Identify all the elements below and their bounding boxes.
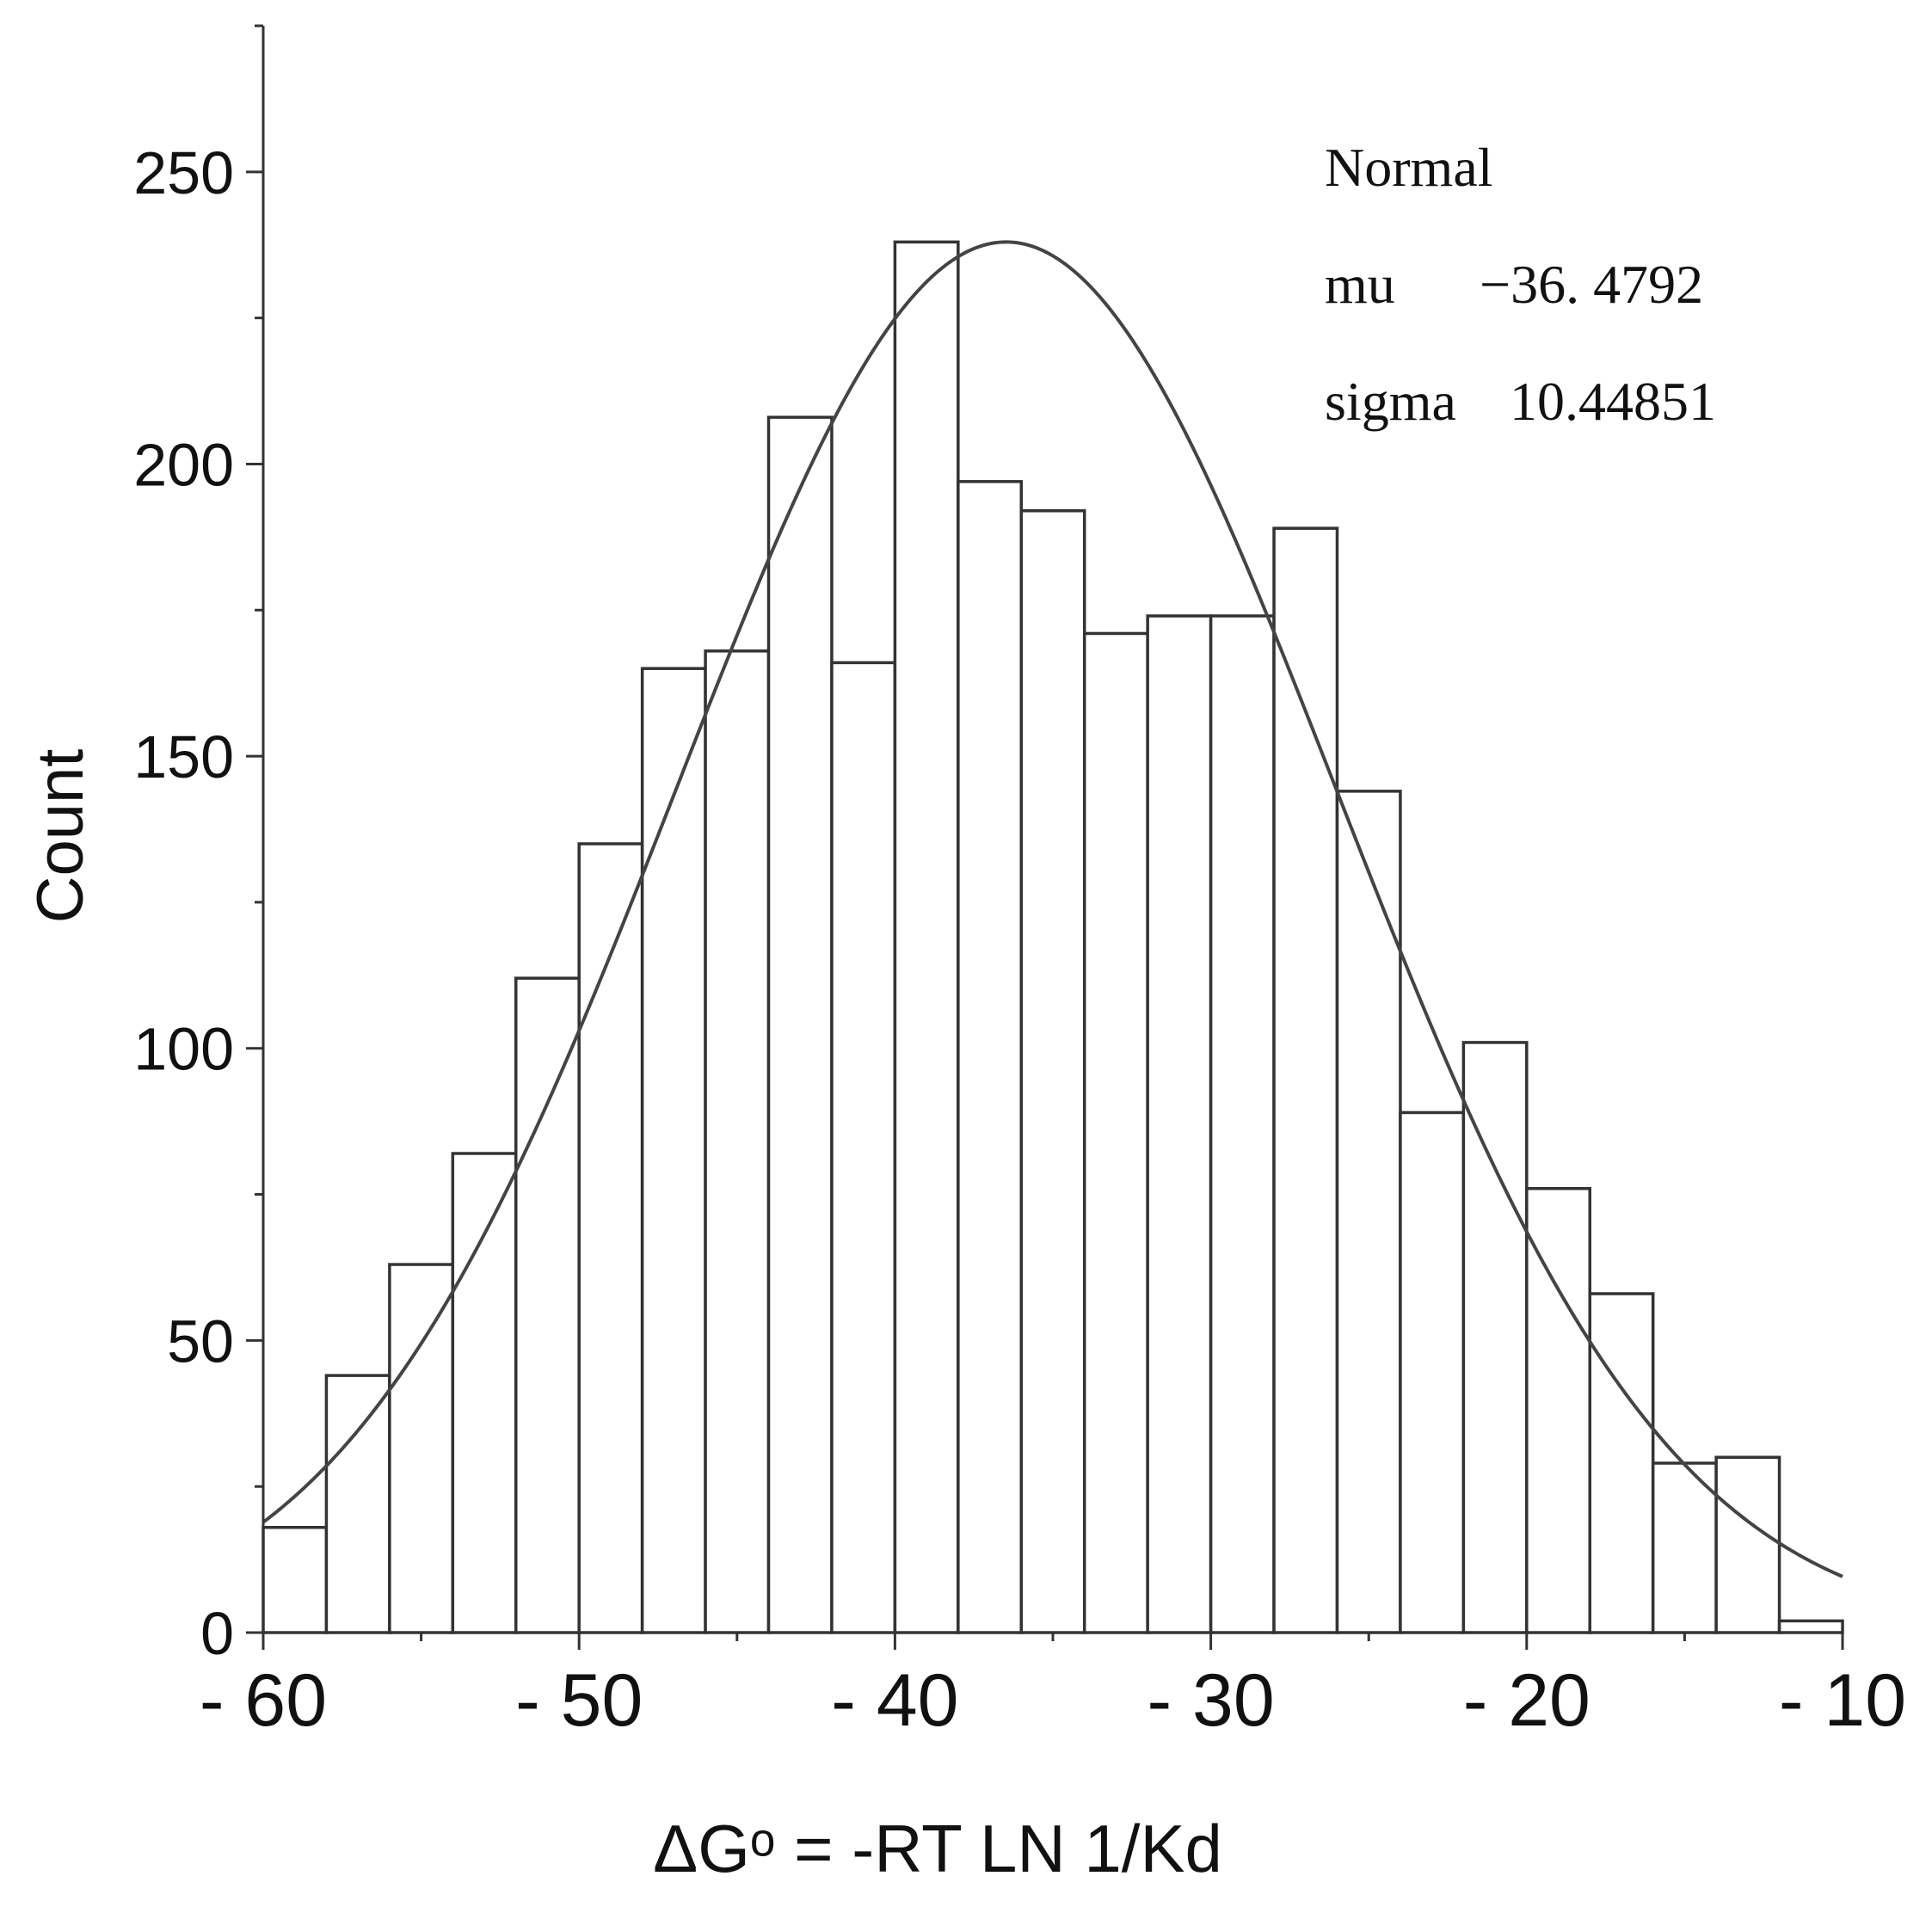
histogram-bar-14 [1146, 614, 1213, 1634]
x-tick-label: - 10 [1779, 1659, 1906, 1742]
histogram-bar-5 [577, 842, 644, 1634]
y-tick-label: 250 [133, 139, 234, 206]
histogram-bar-12 [1019, 509, 1086, 1634]
x-axis-title: ΔGᵒ = -RT LN 1/Kd [653, 1811, 1222, 1886]
axis-tick-labels: 0 50 100 150 200 250 - 60 - 50 - 40 - 30 - 20 - 10 [133, 139, 1906, 1742]
axis-ticks [246, 24, 1844, 1650]
histogram-bar-10 [893, 240, 960, 1634]
y-tick-label: 200 [133, 431, 234, 498]
y-tick-label: 150 [133, 723, 234, 790]
y-axis-title: Count [24, 749, 97, 924]
histogram-bar-24 [1777, 1619, 1844, 1634]
histogram-bar-17 [1335, 790, 1402, 1634]
annotation-sigma-label: sigma [1325, 371, 1456, 432]
histogram-bar-3 [451, 1152, 518, 1634]
histogram-bar-4 [514, 976, 581, 1634]
x-tick-label: - 60 [200, 1659, 327, 1742]
histogram-bar-20 [1525, 1187, 1591, 1634]
histogram-bar-19 [1461, 1041, 1529, 1634]
histogram-bar-22 [1651, 1461, 1718, 1634]
histogram-bar-1 [324, 1374, 391, 1634]
histogram-bar-16 [1272, 526, 1339, 1634]
histogram-bars [261, 240, 1844, 1634]
x-tick-label: - 40 [831, 1659, 958, 1742]
x-tick-label: - 50 [515, 1659, 643, 1742]
histogram-bar-7 [704, 649, 771, 1634]
y-tick-label: 0 [200, 1600, 234, 1667]
histogram-bar-6 [640, 667, 707, 1634]
annotation-mu-label: mu [1325, 254, 1395, 315]
histogram-bar-15 [1209, 614, 1276, 1634]
y-tick-label: 50 [167, 1307, 234, 1375]
annotation-sigma-value: 10.44851 [1510, 371, 1716, 432]
x-tick-label: - 20 [1463, 1659, 1591, 1742]
histogram-bar-18 [1399, 1110, 1466, 1634]
x-tick-label: - 30 [1147, 1659, 1274, 1742]
histogram-bar-9 [830, 661, 897, 1634]
annotation-distribution-label: Normal [1325, 137, 1493, 198]
normal-fit-curve [261, 240, 1843, 1578]
histogram-bar-21 [1588, 1292, 1655, 1634]
histogram-bar-13 [1082, 631, 1149, 1634]
y-tick-label: 100 [133, 1016, 234, 1083]
histogram-bar-0 [261, 1525, 329, 1634]
histogram-bar-8 [766, 415, 834, 1634]
histogram-bar-2 [388, 1263, 455, 1634]
annotation-mu-value: −36. 4792 [1480, 254, 1703, 315]
histogram-bar-23 [1714, 1455, 1781, 1634]
histogram-bar-11 [957, 480, 1024, 1634]
